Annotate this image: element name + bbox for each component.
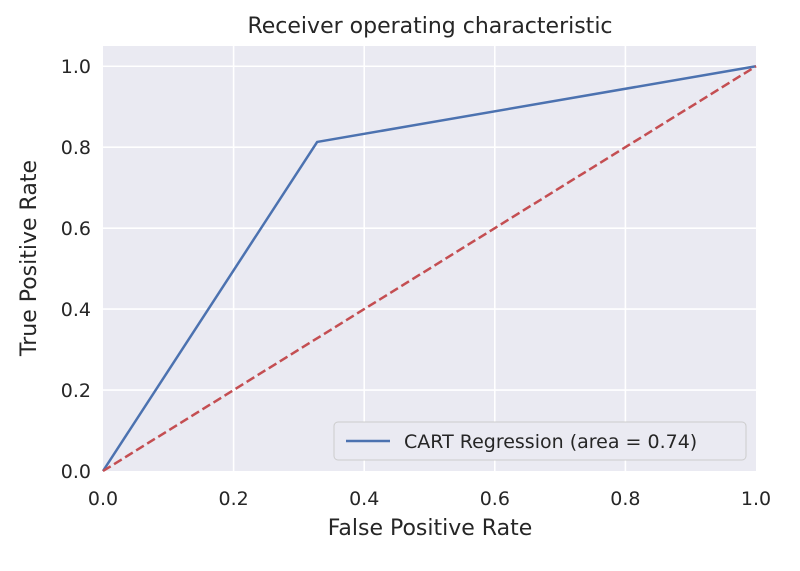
y-axis-label: True Positive Rate: [17, 160, 42, 357]
x-axis-label: False Positive Rate: [328, 516, 532, 541]
legend-box: [333, 421, 747, 461]
legend: CART Regression (area = 0.74): [333, 421, 747, 461]
plot-background: [103, 46, 756, 471]
y-tick-label-1: 0.2: [61, 380, 91, 402]
x-tick-label-5: 1.0: [741, 488, 771, 510]
x-tick-label-1: 0.2: [218, 488, 248, 510]
chart-title: Receiver operating characteristic: [247, 14, 612, 39]
x-tick-label-0: 0.0: [88, 488, 118, 510]
legend-label-cart-regression: CART Regression (area = 0.74): [404, 431, 697, 453]
series-lines: [101, 65, 757, 473]
x-tick-label-2: 0.4: [349, 488, 379, 510]
y-tick-label-2: 0.4: [61, 299, 91, 321]
y-tick-label-0: 0.0: [61, 461, 91, 483]
y-tick-label-3: 0.6: [61, 218, 91, 240]
x-tick-label-4: 0.8: [610, 488, 640, 510]
y-tick-label-4: 0.8: [61, 137, 91, 159]
chance-diagonal-line: [102, 65, 757, 473]
y-tick-label-5: 1.0: [61, 56, 91, 78]
x-tick-label-3: 0.6: [480, 488, 510, 510]
roc-curve-line: [101, 65, 757, 472]
grid-lines: [103, 46, 756, 471]
tick-labels: 0.0 0.2 0.4 0.6 0.8 1.0 0.0 0.2 0.4 0.6 0.8 1.0: [61, 56, 771, 510]
